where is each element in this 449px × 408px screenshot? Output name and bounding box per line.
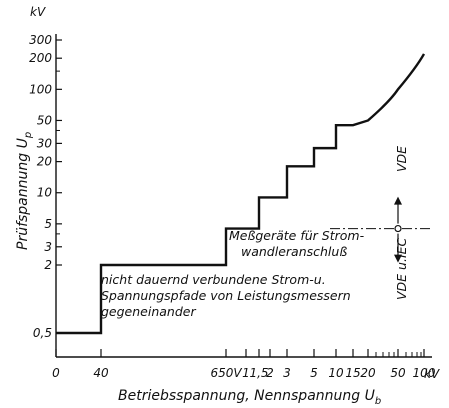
y-tick-label-10: 300 [29, 33, 52, 47]
x-tick-label-10: 20 [360, 366, 376, 380]
y-tick-label-6: 30 [37, 136, 53, 150]
annotation-strompfade-line1: nicht dauernd verbundene Strom-u. [101, 272, 326, 287]
reference-label-vde: VDE [394, 146, 409, 172]
y-tick-label-1: 2 [44, 258, 52, 272]
x-axis-title: Betriebsspannung, Nennspannung Ub [118, 388, 381, 407]
x-tick-label-11: 50 [390, 366, 406, 380]
y-tick-label-7: 50 [37, 113, 53, 127]
y-tick-label-5: 20 [37, 155, 53, 169]
y-tick-label-3: 5 [44, 217, 52, 231]
annotation-messgeraete-line2: wandleranschluß [241, 244, 347, 259]
x-tick-label-1: 40 [93, 366, 109, 380]
x-tick-label-4: 1,5 [249, 366, 268, 380]
reference-arrowhead-up [394, 196, 402, 205]
x-unit-label: kV [424, 367, 440, 381]
x-tick-label-8: 10 [328, 366, 344, 380]
x-tick-label-12: 100 [413, 366, 436, 380]
x-tick-label-6: 3 [283, 366, 291, 380]
annotation-strompfade-line3: gegeneinander [101, 304, 196, 319]
annotation-strompfade-line2: Spannungspfade von Leistungsmessern [101, 288, 351, 303]
x-tick-label-2: 650V [210, 366, 242, 380]
y-tick-label-8: 100 [29, 82, 52, 96]
y-tick-label-9: 200 [29, 51, 52, 65]
y-axis-title: Prüfspannung Up [15, 132, 34, 250]
y-tick-label-4: 10 [37, 186, 53, 200]
x-tick-label-9: 15 [345, 366, 360, 380]
reference-label-vde-iec: VDE u.IEC [394, 237, 409, 300]
reference-arrowhead-down [394, 254, 402, 263]
series-line [56, 53, 426, 335]
annotation-messgeraete-line1: Meßgeräte für Strom- [229, 228, 365, 243]
y-tick-label-2: 3 [44, 240, 52, 254]
reference-marker [394, 224, 402, 233]
y-tick-label-0: 0,5 [33, 326, 52, 340]
x-tick-label-3: 1 [242, 366, 250, 380]
x-tick-label-5: 2 [266, 366, 274, 380]
x-tick-label-7: 5 [310, 366, 318, 380]
y-unit-label: kV [30, 5, 46, 19]
x-tick-label-0: 0 [52, 366, 60, 380]
